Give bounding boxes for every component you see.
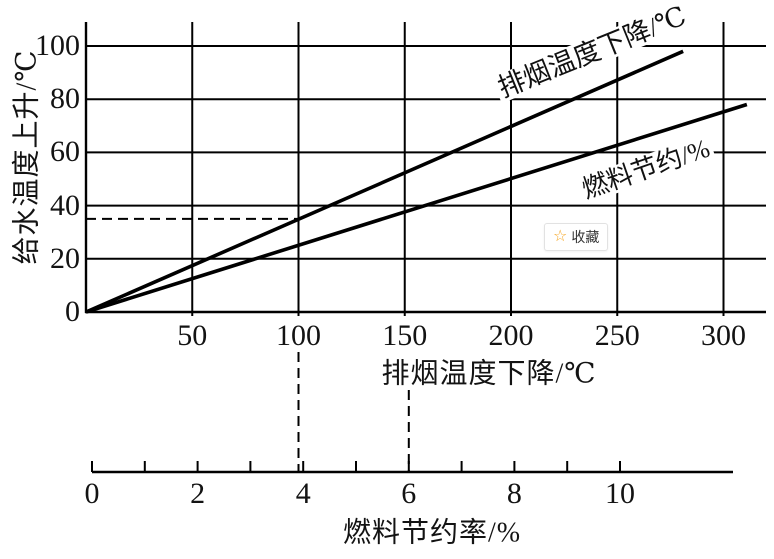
x-tick-label: 100 bbox=[276, 319, 321, 352]
y-axis-title: 给水温度上升/℃ bbox=[11, 49, 43, 265]
y-tick-label: 0 bbox=[65, 295, 80, 328]
x-axis-title: 排烟温度下降/℃ bbox=[381, 358, 597, 390]
x-tick-label: 300 bbox=[701, 319, 746, 352]
x-tick-label: 200 bbox=[488, 319, 534, 352]
bottom-tick-label: 8 bbox=[506, 477, 522, 510]
x-tick-label: 50 bbox=[177, 319, 208, 352]
favorite-badge[interactable]: ☆ 收藏 bbox=[544, 223, 609, 251]
bottom-tick-label: 4 bbox=[295, 477, 311, 510]
series-line bbox=[85, 49, 684, 314]
bottom-tick-label: 6 bbox=[401, 477, 417, 510]
y-tick-label: 40 bbox=[50, 188, 80, 222]
y-tick-label: 100 bbox=[35, 29, 80, 62]
bottom-tick-label: 10 bbox=[605, 477, 635, 510]
star-icon: ☆ bbox=[553, 228, 568, 245]
y-tick-label: 60 bbox=[50, 135, 80, 169]
bottom-tick-label: 2 bbox=[190, 477, 206, 510]
y-tick-label: 80 bbox=[50, 82, 80, 116]
bottom-tick-label: 0 bbox=[84, 477, 100, 510]
series-line bbox=[85, 102, 748, 314]
x-tick-label: 150 bbox=[382, 319, 428, 352]
favorite-badge-label: 收藏 bbox=[571, 229, 600, 245]
x-tick-label: 250 bbox=[594, 319, 640, 352]
y-tick-label: 20 bbox=[50, 241, 80, 275]
bottom-axis-title: 燃料节约率/% bbox=[342, 517, 522, 549]
